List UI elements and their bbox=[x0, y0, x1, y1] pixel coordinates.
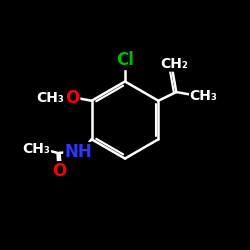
Text: O: O bbox=[65, 89, 80, 107]
Text: CH₃: CH₃ bbox=[36, 91, 64, 105]
Text: CH₃: CH₃ bbox=[22, 142, 50, 156]
Text: CH₃: CH₃ bbox=[190, 89, 218, 103]
Text: CH₂: CH₂ bbox=[160, 57, 188, 71]
Text: Cl: Cl bbox=[116, 51, 134, 69]
Text: O: O bbox=[52, 162, 66, 180]
Text: NH: NH bbox=[64, 143, 92, 161]
